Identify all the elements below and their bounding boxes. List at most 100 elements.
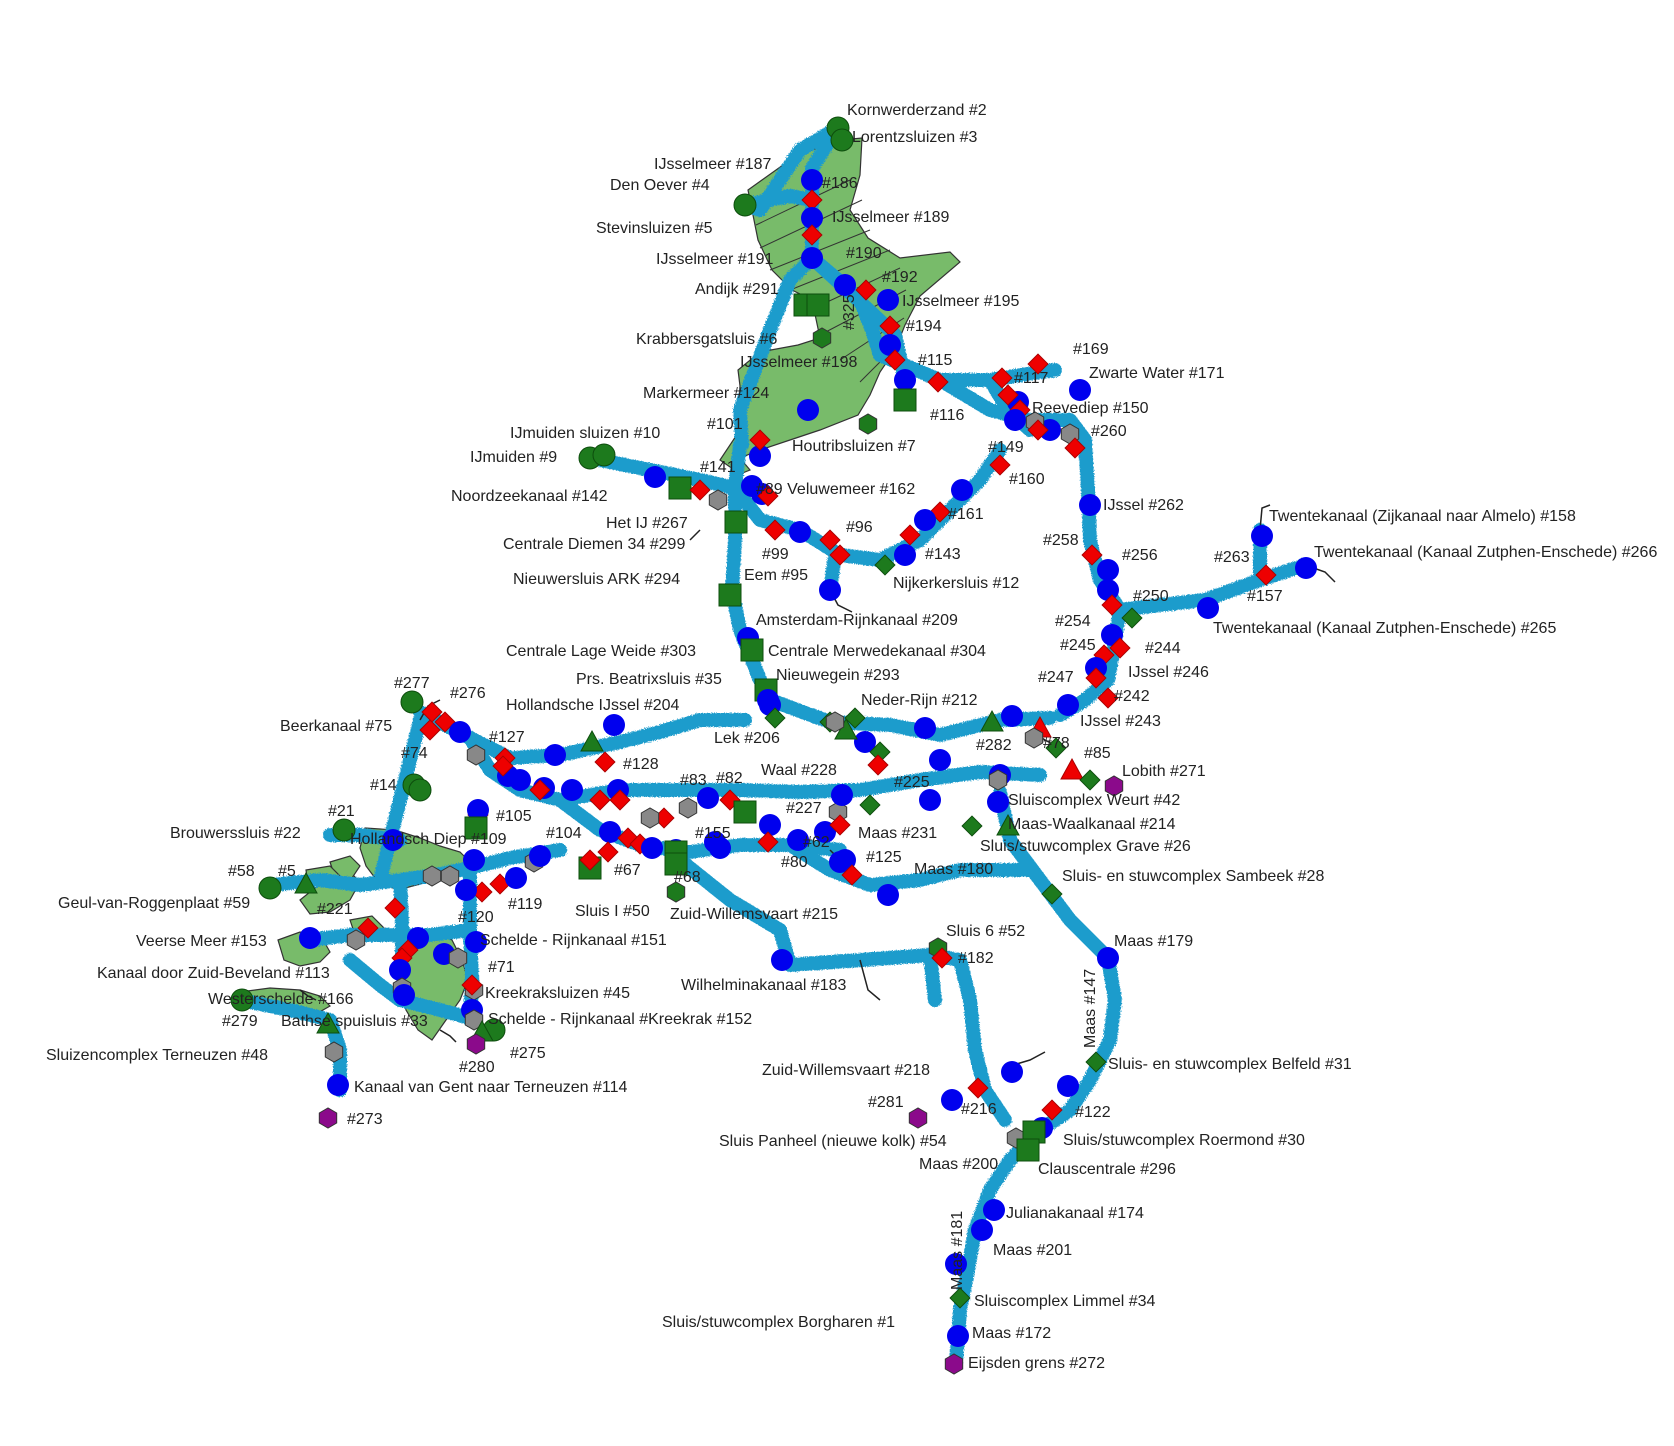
label-julianakanaal: Julianakanaal #174 [1006,1205,1144,1222]
green-diamond-icon [1041,883,1063,905]
blue-circle-icon [1097,559,1119,581]
blue-circle-icon [1004,409,1026,431]
red-diamond-icon [764,519,786,541]
waterway [783,838,967,892]
label-68: #68 [674,869,701,886]
label-190: #190 [846,245,882,262]
waterway [949,785,1122,1367]
label-noordzeekanaal: Noordzeekanaal #142 [451,488,608,505]
label-89-veluwemeer: #89 Veluwemeer #162 [756,481,915,498]
label-schelde-rijnkanaal-151: Schelde - Rijnkanaal #151 [480,932,667,949]
green-diamond-icon [869,741,891,763]
label-127: #127 [489,729,525,746]
grey-hexagon-icon [1024,727,1044,749]
grey-hexagon-icon [440,865,460,887]
label-244: #244 [1145,640,1181,657]
thin-branch [439,1029,457,1043]
label-grave: Sluis/stuwcomplex Grave #26 [980,838,1191,855]
grey-hexagon-icon [825,711,845,733]
label-zuid-willemsvaart-215: Zuid-Willemsvaart #215 [670,906,838,923]
label-maas-172: Maas #172 [972,1325,1051,1342]
label-221: #221 [317,901,353,918]
red-diamond-icon [819,529,841,551]
label-nieuwegein: Nieuwegein #293 [776,667,900,684]
thin-branch [859,959,881,1001]
grey-hexagon-icon [678,797,698,819]
label-141: #141 [700,459,736,476]
blue-circle-icon [789,521,811,543]
blue-circle-icon [465,931,487,953]
label-157: #157 [1247,588,1283,605]
label-beerkanaal: Beerkanaal #75 [280,718,392,735]
green-square-icon [893,388,917,412]
label-nijkerkersluis: Nijkerkersluis #12 [893,575,1019,592]
green-hexagon-icon [858,413,878,435]
label-lorentzsluizen: Lorentzsluizen #3 [852,129,978,146]
label-twentekanaal-266: Twentekanaal (Kanaal Zutphen-Enschede) #… [1314,544,1657,561]
label-105: #105 [496,808,532,825]
label-geul: Geul-van-Roggenplaat #59 [58,895,250,912]
label-eem: Eem #95 [744,567,808,584]
green-square-icon [724,510,748,534]
blue-circle-icon [759,814,781,836]
red-diamond-icon [879,315,901,337]
blue-circle-icon [929,749,951,771]
label-280: #280 [459,1059,495,1076]
label-veerse-meer: Veerse Meer #153 [136,933,267,950]
label-maas-201: Maas #201 [993,1242,1072,1259]
label-kanaal-zuid-beveland: Kanaal door Zuid-Beveland #113 [97,965,330,982]
blue-circle-icon [449,721,471,743]
waterway [733,251,819,452]
grey-hexagon-icon [346,929,366,951]
label-122: #122 [1075,1104,1111,1121]
red-diamond-icon [841,864,863,886]
red-diamond-icon [801,189,823,211]
blue-circle-icon [941,1089,963,1111]
node-markers [230,116,1317,1375]
label-169: #169 [1073,341,1109,358]
red-diamond-icon [899,524,921,546]
purple-hexagon-icon [466,1033,486,1055]
label-281: #281 [868,1094,904,1111]
blue-circle-icon [787,829,809,851]
label-260: #260 [1091,423,1127,440]
red-diamond-icon [1085,667,1107,689]
grey-hexagon-icon [466,744,486,766]
green-diamond-icon [1085,1051,1107,1073]
green-diamond-icon [844,707,866,729]
label-amsterdam-rijnkanaal: Amsterdam-Rijnkanaal #209 [756,612,958,629]
label-het-ij: Het IJ #267 [606,515,688,532]
blue-circle-icon [801,247,823,269]
blue-circle-icon [599,821,621,843]
green-triangle-icon [996,813,1020,836]
blue-circle-icon [894,369,916,391]
red-diamond-icon [867,754,889,776]
green-square-icon [664,852,688,876]
blue-circle-icon [1079,494,1101,516]
label-centrale-lage-weide: Centrale Lage Weide #303 [506,643,696,660]
label-85: #85 [1084,745,1111,762]
blue-circle-icon [455,879,477,901]
green-circle-icon [733,193,757,217]
label-maas-179: Maas #179 [1114,933,1193,950]
label-ijmuiden-sluizen: IJmuiden sluizen #10 [510,425,660,442]
label-282: #282 [976,737,1012,754]
purple-hexagon-icon [908,1107,928,1129]
label-sluiscomplex-weurt: Sluiscomplex Weurt #42 [1008,792,1180,809]
label-belfeld: Sluis- en stuwcomplex Belfeld #31 [1108,1056,1352,1073]
red-diamond-icon [1097,687,1119,709]
thin-branch [689,529,701,541]
red-diamond-icon [357,917,379,939]
red-diamond-icon [855,279,877,301]
grey-hexagon-icon [448,947,468,969]
red-diamond-icon [1041,1099,1063,1121]
green-triangle-icon [980,709,1004,732]
red-diamond-icon [1081,544,1103,566]
red-diamond-icon [1027,419,1049,441]
blue-circle-icon [382,829,404,851]
blue-circle-icon [1197,597,1219,619]
blue-circle-icon [463,849,485,871]
label-227: #227 [786,800,822,817]
red-diamond-icon [529,779,551,801]
green-circle-icon [332,818,356,842]
